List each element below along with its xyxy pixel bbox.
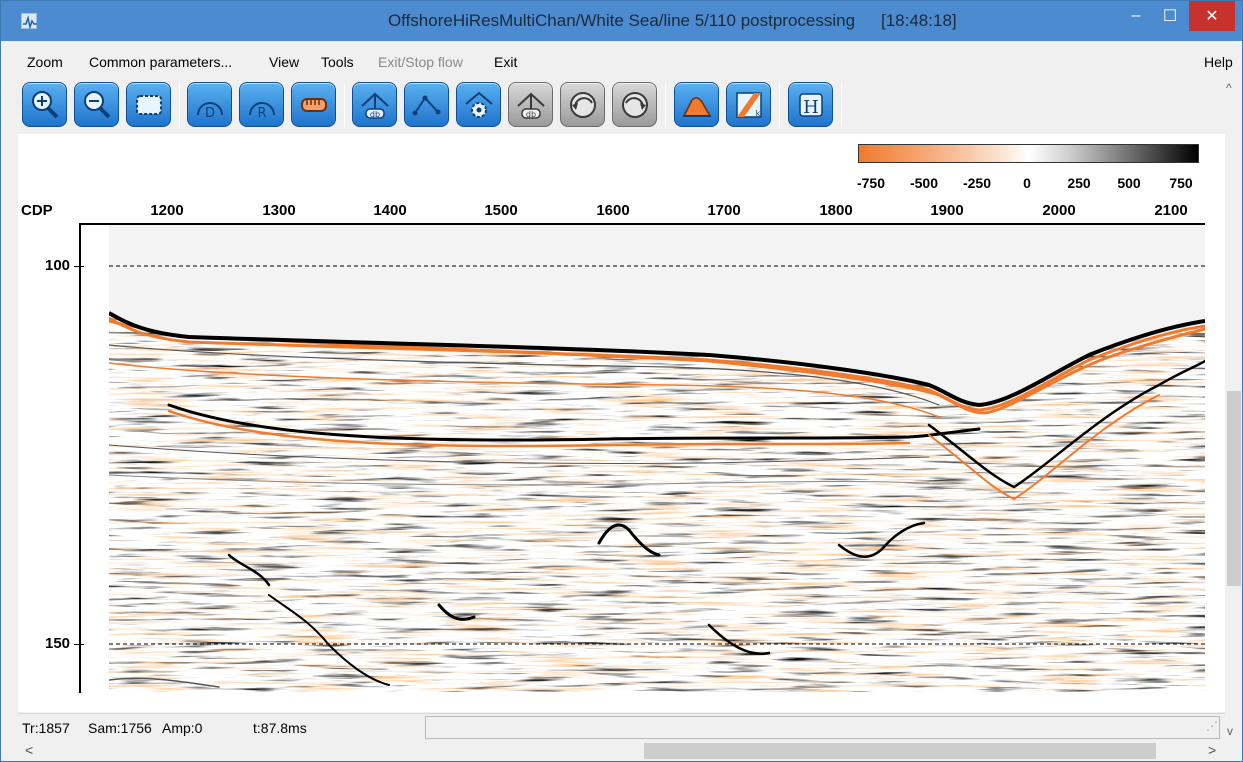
y-tick-mark (74, 266, 84, 267)
window-title: OffshoreHiResMultiChan/White Sea/line 5/… (387, 11, 856, 30)
toolbar-separator (665, 83, 666, 127)
status-panel (425, 716, 1220, 739)
db-pick-gray-icon: db (516, 92, 545, 119)
header-button[interactable]: H (788, 82, 833, 127)
menu-zoom[interactable]: Zoom (27, 54, 63, 70)
x-axis-label: CDP (21, 202, 53, 219)
zoom-in-button[interactable] (22, 82, 67, 127)
toolbar-separator (344, 83, 345, 127)
db-pick-gray-button[interactable]: db (508, 82, 553, 127)
y-axis (79, 223, 81, 693)
db-pick-button[interactable]: db (352, 82, 397, 127)
zoom-fit-button[interactable] (126, 82, 171, 127)
colorbar-tick: -250 (962, 175, 992, 191)
d-button[interactable]: D (187, 82, 232, 127)
scroll-right-arrow[interactable]: > (1208, 742, 1217, 758)
scroll-left-arrow[interactable]: < (25, 742, 34, 758)
undo-gray-button[interactable] (560, 82, 605, 127)
x-tick-label: 1200 (150, 202, 184, 219)
window-time: [18:48:18] (881, 11, 957, 30)
x-tick-label: 1700 (707, 202, 741, 219)
seismic-section[interactable] (109, 225, 1205, 692)
spectrum-button[interactable] (674, 82, 719, 127)
svg-text:db: db (525, 110, 535, 119)
menu-common-parameters[interactable]: Common parameters... (89, 54, 233, 70)
redo-gray-button[interactable] (612, 82, 657, 127)
polyline-icon (412, 95, 440, 115)
x-tick-label: 1800 (819, 202, 853, 219)
x-tick-label: 1600 (596, 202, 630, 219)
svg-text:R: R (257, 106, 266, 121)
y-tick-label: 100 (45, 257, 71, 274)
status-sample: Sam:1756 (88, 720, 152, 736)
menu-view[interactable]: View (269, 54, 300, 70)
status-amplitude: Amp:0 (162, 720, 203, 736)
x-tick-label: 1500 (484, 202, 518, 219)
x-tick-label: 2000 (1042, 202, 1076, 219)
colorbar-tick: 750 (1169, 175, 1193, 191)
header-icon: H (798, 92, 823, 118)
vertical-scroll-thumb[interactable] (1227, 391, 1241, 586)
status-trace: Tr:1857 (22, 720, 70, 736)
resize-grip-icon[interactable]: ⋰ (1206, 719, 1218, 733)
colorbar-tick: 0 (1023, 175, 1031, 191)
r-button[interactable]: R (239, 82, 284, 127)
app-icon (21, 13, 37, 30)
redo-gray-icon (621, 91, 648, 118)
x-tick-label: 1300 (262, 202, 296, 219)
x-axis (79, 223, 1205, 225)
zoom-in-icon (31, 90, 58, 118)
r-icon: R (248, 101, 275, 121)
toolbar-separator (841, 83, 842, 127)
toolbar: D R db db k (19, 79, 1225, 131)
menu-bar: Zoom Common parameters... View Tools Exi… (1, 51, 1242, 75)
y-tick-mark (74, 644, 84, 645)
undo-gray-icon (569, 91, 596, 118)
x-tick-label: 1900 (930, 202, 964, 219)
menu-exit[interactable]: Exit (494, 54, 518, 70)
colorbar-tick: -750 (856, 175, 886, 191)
toolbar-separator (179, 83, 180, 127)
ruler-button[interactable] (291, 82, 336, 127)
x-tick-label: 1400 (373, 202, 407, 219)
menu-tools[interactable]: Tools (321, 54, 354, 70)
y-tick-label: 150 (45, 635, 71, 652)
svg-text:D: D (204, 106, 214, 121)
scroll-up-arrow[interactable]: ^ (1226, 81, 1232, 95)
db-pick-icon: db (360, 92, 389, 119)
toolbar-separator (779, 83, 780, 127)
svg-text:db: db (369, 110, 379, 119)
status-time: t:87.8ms (253, 720, 307, 736)
spectrum-icon (682, 96, 711, 117)
close-button[interactable]: ✕ (1189, 1, 1235, 31)
colorbar-tick: 250 (1067, 175, 1091, 191)
seafloor-reflector (109, 311, 1205, 408)
pick-settings-button[interactable] (456, 82, 501, 127)
scroll-down-arrow[interactable]: v (1227, 724, 1233, 738)
zoom-out-button[interactable] (74, 82, 119, 127)
zoom-out-icon (83, 90, 110, 118)
menu-exit-stop-flow[interactable]: Exit/Stop flow (378, 54, 463, 70)
title-bar[interactable]: OffshoreHiResMultiChan/White Sea/line 5/… (1, 1, 1242, 41)
x-tick-label: 2100 (1154, 202, 1188, 219)
svg-text:H: H (803, 97, 819, 118)
zoom-fit-icon (135, 94, 162, 115)
d-icon: D (196, 101, 223, 121)
ruler-icon (300, 97, 327, 112)
maximize-button[interactable]: ☐ (1162, 8, 1178, 25)
amplitude-colorbar (858, 144, 1199, 163)
fk-button[interactable]: k (726, 82, 771, 127)
horizontal-scroll-thumb[interactable] (644, 743, 1156, 759)
fk-icon: k (735, 91, 762, 118)
pick-settings-icon (464, 91, 493, 118)
colorbar-tick: -500 (909, 175, 939, 191)
svg-text:k: k (755, 109, 760, 118)
minimize-button[interactable]: – (1131, 7, 1141, 24)
menu-help[interactable]: Help (1204, 54, 1233, 70)
status-bar: Tr:1857 Sam:1756 Amp:0 t:87.8ms (18, 713, 1225, 741)
polyline-button[interactable] (404, 82, 449, 127)
colorbar-tick: 500 (1117, 175, 1141, 191)
